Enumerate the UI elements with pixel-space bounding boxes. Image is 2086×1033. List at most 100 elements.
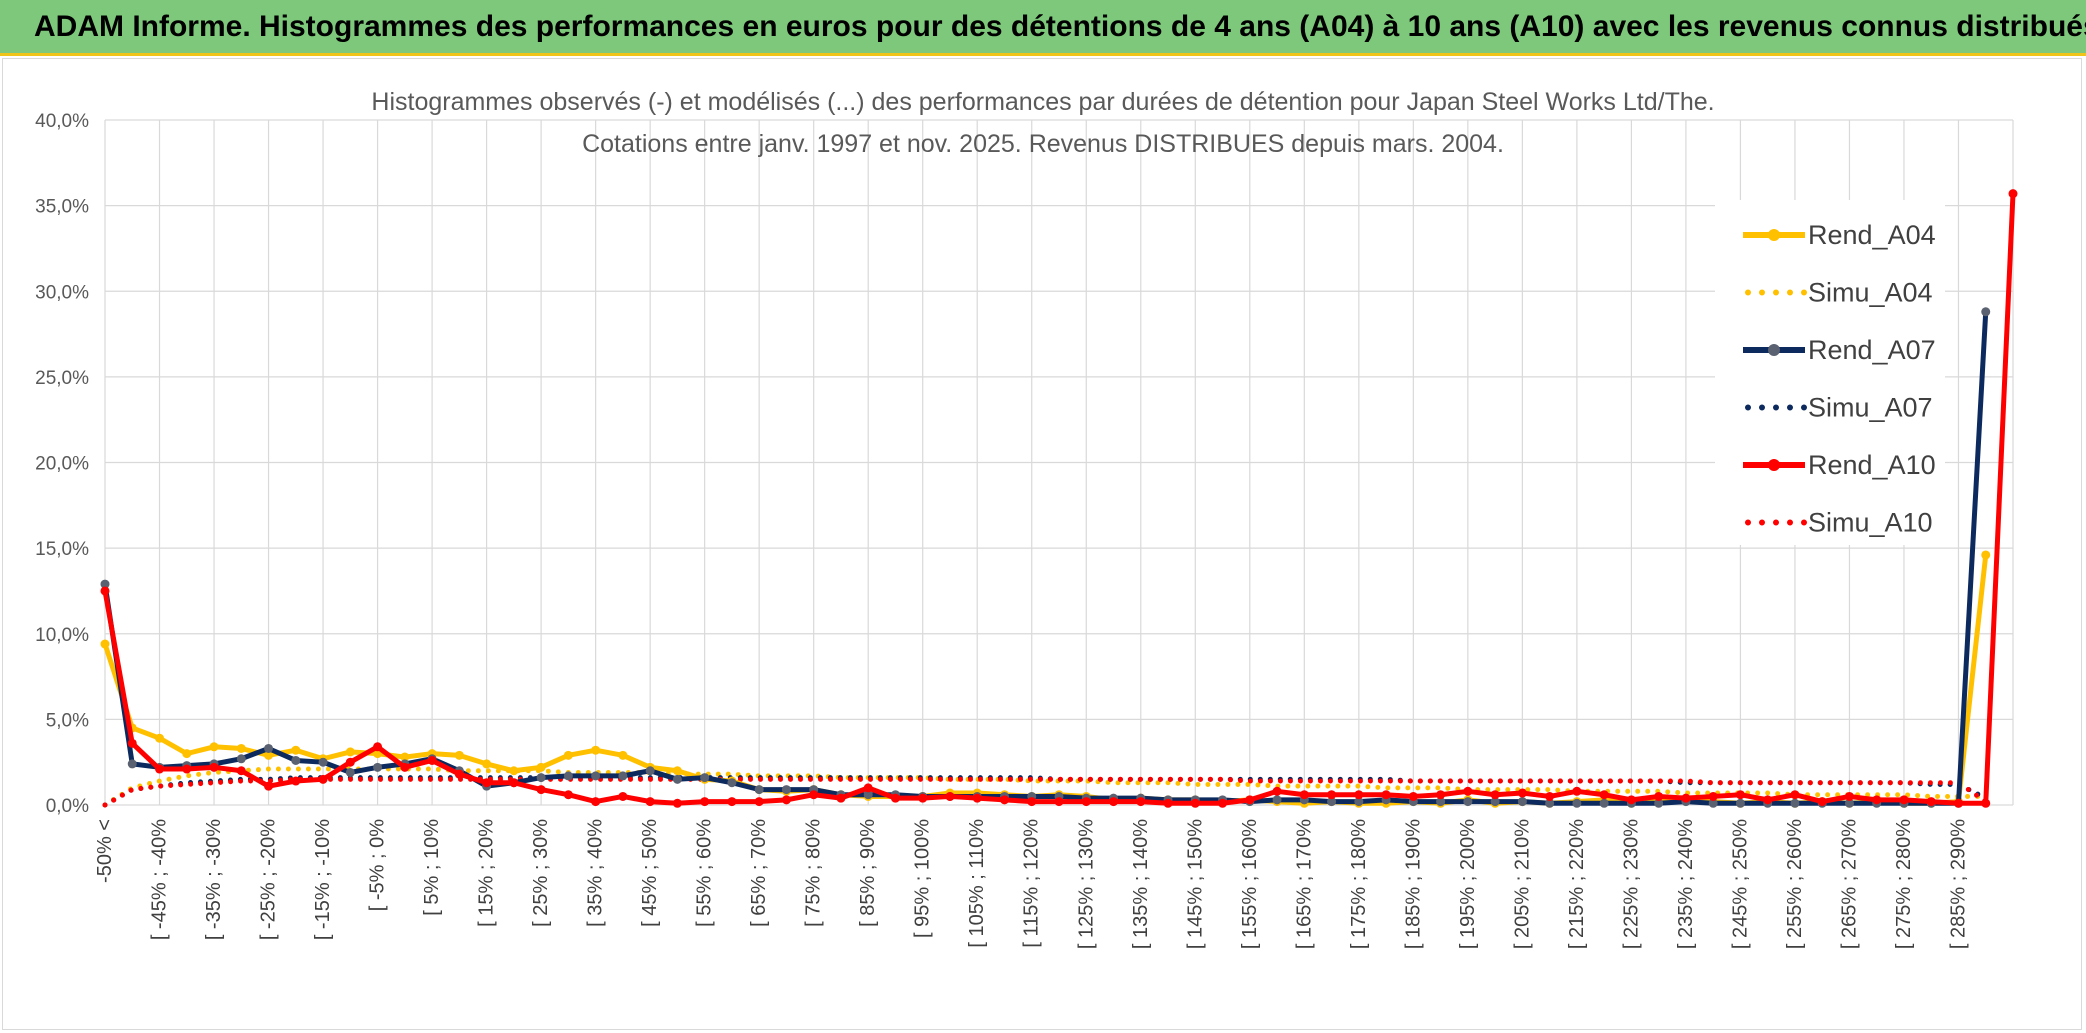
data-point-rend-a04 bbox=[482, 759, 492, 769]
data-point-rend-a10 bbox=[918, 793, 928, 803]
data-point-rend-a10 bbox=[1272, 786, 1282, 796]
data-point-rend-a10 bbox=[1109, 797, 1119, 807]
data-point-rend-a10 bbox=[1381, 790, 1391, 800]
data-point-rend-a10 bbox=[1790, 790, 1800, 800]
x-tick-label: [ 115% ; 120% bbox=[1021, 819, 1043, 948]
data-point-rend-a10 bbox=[536, 785, 546, 795]
data-point-rend-a04 bbox=[536, 762, 546, 772]
data-point-rend-a04 bbox=[291, 745, 301, 755]
data-point-rend-a07 bbox=[618, 771, 628, 781]
data-point-rend-a10 bbox=[1599, 790, 1609, 800]
x-tick-label: [ 215% ; 220% bbox=[1566, 819, 1588, 949]
x-tick-label: [ 205% ; 210% bbox=[1511, 819, 1533, 949]
data-point-rend-a10 bbox=[672, 798, 682, 808]
x-tick-label: [ 75% ; 80% bbox=[803, 819, 825, 927]
x-tick-label: [ -35% ; -30% bbox=[203, 819, 225, 940]
y-tick-label: 5,0% bbox=[46, 710, 89, 731]
data-point-rend-a10 bbox=[863, 783, 873, 793]
chart-subtitle: Cotations entre janv. 1997 et nov. 2025.… bbox=[582, 130, 1504, 158]
data-point-rend-a10 bbox=[1218, 798, 1228, 808]
x-tick-label: [ 195% ; 200% bbox=[1457, 819, 1479, 949]
data-point-rend-a07 bbox=[591, 771, 601, 781]
data-point-rend-a10 bbox=[809, 790, 819, 800]
data-point-rend-a07 bbox=[1517, 797, 1527, 807]
banner-title: ADAM Informe. Histogrammes des performan… bbox=[34, 10, 2086, 43]
data-point-rend-a10 bbox=[1490, 790, 1500, 800]
data-point-rend-a10 bbox=[264, 781, 274, 791]
data-point-rend-a04 bbox=[345, 747, 355, 757]
data-point-rend-a07 bbox=[672, 774, 682, 784]
data-point-rend-a07 bbox=[100, 579, 110, 589]
data-point-rend-a10 bbox=[1163, 798, 1173, 808]
x-tick-label: [ 285% ; 290% bbox=[1947, 819, 1969, 949]
data-point-rend-a07 bbox=[373, 762, 383, 772]
x-tick-label: [ -5% ; 0% bbox=[367, 819, 389, 911]
data-point-rend-a10 bbox=[591, 797, 601, 807]
data-point-rend-a10 bbox=[1844, 791, 1854, 801]
data-point-rend-a04 bbox=[155, 733, 165, 743]
x-tick-label: [ 35% ; 40% bbox=[585, 819, 607, 927]
data-point-rend-a07 bbox=[127, 759, 137, 769]
x-tick-label: [ 15% ; 20% bbox=[476, 819, 498, 927]
data-point-rend-a10 bbox=[1054, 797, 1064, 807]
data-point-rend-a07 bbox=[754, 785, 764, 795]
data-point-rend-a07 bbox=[700, 773, 710, 783]
x-tick-label: [ 65% ; 70% bbox=[748, 819, 770, 927]
data-point-rend-a10 bbox=[100, 586, 110, 596]
data-point-rend-a07 bbox=[1545, 798, 1555, 808]
x-tick-label: [ 245% ; 250% bbox=[1729, 819, 1751, 949]
data-point-rend-a10 bbox=[1545, 791, 1555, 801]
legend: Rend_A04 Simu_A04 Rend_A07 Simu_A07 Rend_A10… bbox=[1743, 220, 1936, 538]
data-point-rend-a04 bbox=[100, 639, 110, 649]
x-tick-label: [ 165% ; 170% bbox=[1293, 819, 1315, 949]
legend-marker-rend-a04 bbox=[1768, 229, 1780, 241]
y-tick-label: 10,0% bbox=[35, 625, 89, 646]
data-point-rend-a04 bbox=[400, 752, 410, 762]
data-point-rend-a10 bbox=[1926, 797, 1936, 807]
data-point-rend-a10 bbox=[836, 793, 846, 803]
x-tick-label: [ 95% ; 100% bbox=[912, 819, 934, 938]
data-point-rend-a10 bbox=[890, 793, 900, 803]
data-point-rend-a10 bbox=[1572, 786, 1582, 796]
x-tick-label: [ 235% ; 240% bbox=[1675, 819, 1697, 949]
data-point-rend-a10 bbox=[182, 764, 192, 774]
data-point-rend-a07 bbox=[1327, 797, 1337, 807]
x-axis: -50% < [ -45% ; -40% [ -35% ; -30% [ -25% ;… bbox=[94, 819, 1969, 949]
data-point-rend-a10 bbox=[1354, 790, 1364, 800]
data-point-rend-a07 bbox=[1708, 798, 1718, 808]
data-point-rend-a07 bbox=[1790, 798, 1800, 808]
data-point-rend-a10 bbox=[1708, 791, 1718, 801]
data-point-rend-a10 bbox=[427, 755, 437, 765]
y-tick-label: 0,0% bbox=[46, 796, 89, 817]
data-point-rend-a10 bbox=[400, 762, 410, 772]
data-point-rend-a04 bbox=[264, 750, 274, 760]
legend-marker-rend-a10 bbox=[1768, 459, 1780, 471]
data-point-rend-a10 bbox=[482, 778, 492, 788]
legend-marker-rend-a07 bbox=[1768, 344, 1780, 356]
data-point-rend-a04 bbox=[1981, 550, 1991, 560]
data-point-rend-a10 bbox=[509, 778, 519, 788]
data-point-rend-a07 bbox=[1654, 798, 1664, 808]
data-point-rend-a10 bbox=[1817, 797, 1827, 807]
data-point-rend-a07 bbox=[264, 743, 274, 753]
x-tick-label: [ 175% ; 180% bbox=[1348, 819, 1370, 949]
x-tick-label: [ 25% ; 30% bbox=[530, 819, 552, 927]
data-point-rend-a10 bbox=[236, 766, 246, 776]
data-point-rend-a10 bbox=[1299, 790, 1309, 800]
legend-label-simu-a04: Simu_A04 bbox=[1808, 278, 1933, 308]
x-tick-label: [ 145% ; 150% bbox=[1184, 819, 1206, 949]
data-point-rend-a10 bbox=[1081, 797, 1091, 807]
data-point-rend-a10 bbox=[318, 774, 328, 784]
data-point-rend-a07 bbox=[1572, 798, 1582, 808]
data-point-rend-a10 bbox=[1517, 788, 1527, 798]
y-tick-label: 25,0% bbox=[35, 368, 89, 389]
data-point-rend-a10 bbox=[618, 791, 628, 801]
data-point-rend-a07 bbox=[1463, 797, 1473, 807]
data-point-rend-a07 bbox=[1272, 795, 1282, 805]
data-point-rend-a10 bbox=[209, 762, 219, 772]
data-point-rend-a10 bbox=[1953, 798, 1963, 808]
data-point-rend-a07 bbox=[1599, 798, 1609, 808]
y-tick-label: 20,0% bbox=[35, 454, 89, 475]
x-tick-label: [ 105% ; 110% bbox=[966, 819, 988, 948]
data-point-rend-a10 bbox=[563, 790, 573, 800]
